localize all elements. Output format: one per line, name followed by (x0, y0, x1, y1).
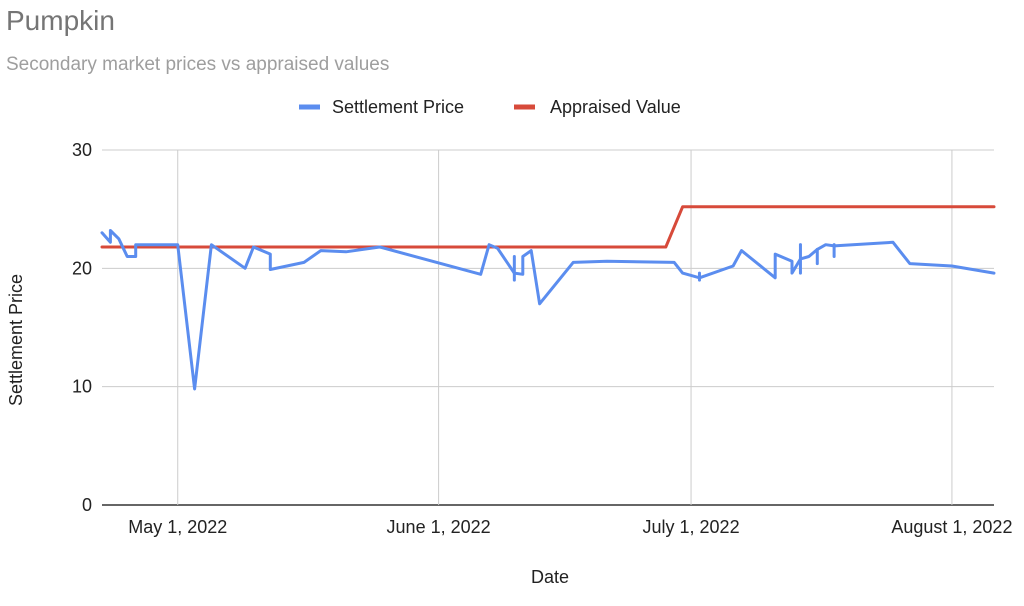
plot-area (100, 205, 996, 391)
legend-item-settlement-price[interactable]: Settlement Price (299, 97, 464, 117)
x-tick-label-august-1-2022: August 1, 2022 (891, 517, 1012, 537)
chart-title: Pumpkin (6, 5, 115, 36)
series-appraised-value (100, 205, 996, 249)
x-axis-ticks: May 1, 2022 June 1, 2022 July 1, 2022 Augus… (128, 517, 1012, 537)
x-tick-label-may-1-2022: May 1, 2022 (128, 517, 227, 537)
y-tick-label-0: 0 (82, 495, 92, 515)
x-axis-label: Date (531, 567, 569, 587)
x-tick-label-june-1-2022: June 1, 2022 (387, 517, 491, 537)
x-tick-label-july-1-2022: July 1, 2022 (643, 517, 740, 537)
grid (102, 149, 994, 506)
chart-subtitle: Secondary market prices vs appraised val… (6, 54, 389, 75)
series-line-settlement-price (100, 229, 996, 391)
series-settlement-price (100, 229, 996, 391)
legend-label-appraised-value: Appraised Value (550, 97, 681, 117)
legend[interactable]: Settlement Price Appraised Value (299, 97, 681, 117)
legend-label-settlement-price: Settlement Price (332, 97, 464, 117)
y-axis-ticks: 0 10 20 30 (72, 140, 92, 515)
y-tick-label-10: 10 (72, 377, 92, 397)
series-line-appraised-value (100, 205, 996, 249)
y-tick-label-20: 20 (72, 258, 92, 278)
legend-item-appraised-value[interactable]: Appraised Value (514, 97, 681, 117)
y-tick-label-30: 30 (72, 140, 92, 160)
y-axis-label: Settlement Price (6, 274, 26, 406)
